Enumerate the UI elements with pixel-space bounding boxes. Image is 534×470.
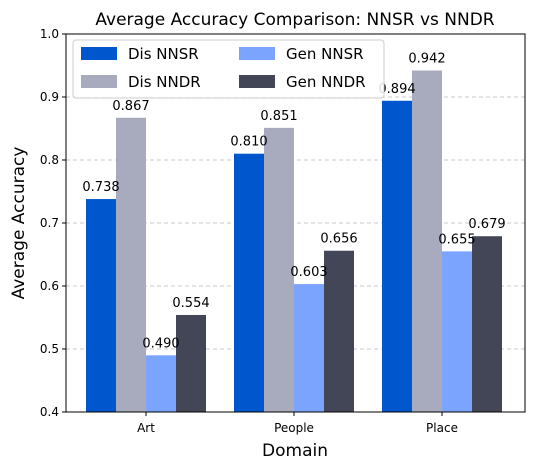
legend-label: Dis NNSR [128,45,199,63]
bar [234,153,264,412]
data-label: 0.867 [112,99,149,114]
y-tick-label: 0.5 [40,342,59,356]
bar [442,251,472,412]
y-tick-label: 0.8 [40,153,59,167]
bar [472,236,502,412]
y-tick-label: 0.4 [40,405,59,419]
x-axis-label: Domain [262,441,328,461]
bar [146,355,176,412]
bar [324,250,354,412]
data-label: 0.656 [320,232,357,247]
data-label: 0.655 [438,232,475,247]
y-axis-label: Average Accuracy [9,147,29,300]
bar [86,199,116,412]
legend-label: Gen NNDR [286,73,366,91]
data-label: 0.554 [172,296,209,311]
bar [116,117,146,412]
x-tick-label: Place [426,421,458,435]
legend-swatch [81,75,117,88]
legend-box [72,39,385,99]
legend-swatch [239,47,275,60]
chart-title: Average Accuracy Comparison: NNSR vs NND… [95,10,494,30]
y-tick-label: 0.7 [40,216,59,230]
data-label: 0.603 [290,265,327,280]
legend-label: Gen NNSR [286,45,364,63]
bars [86,70,502,413]
y-tick-label: 0.6 [40,279,59,293]
x-axis: Art People Place [137,412,458,435]
data-label: 0.942 [408,52,445,67]
bar [176,314,206,412]
bar [412,70,442,412]
y-axis: 0.4 0.5 0.6 0.7 0.8 0.9 1.0 [40,27,66,419]
x-tick-label: People [274,421,314,435]
data-label: 0.894 [378,82,415,97]
bar [294,284,324,412]
legend-swatch [239,75,275,88]
bar [382,100,412,412]
y-tick-label: 1.0 [40,27,59,41]
data-label: 0.851 [260,109,297,124]
legend-label: Dis NNDR [128,73,201,91]
legend: Dis NNSR Dis NNDR Gen NNSR Gen NNDR [72,39,385,99]
data-labels: 0.738 0.867 0.490 0.554 0.810 0.851 0.603 0.656… [82,52,505,352]
data-label: 0.490 [142,336,179,351]
data-label: 0.738 [82,180,119,195]
data-label: 0.679 [468,217,505,232]
data-label: 0.810 [230,135,267,150]
x-tick-label: Art [137,421,155,435]
y-tick-label: 0.9 [40,90,59,104]
legend-swatch [81,47,117,60]
bar [264,127,294,413]
